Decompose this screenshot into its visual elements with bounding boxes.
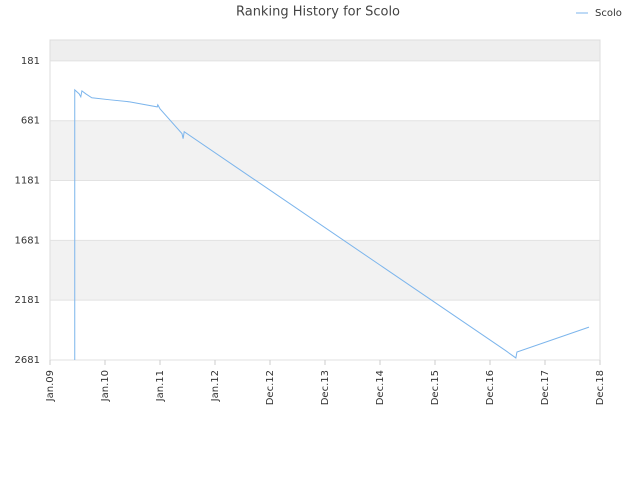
y-tick-label: 2181	[15, 295, 40, 306]
x-tick-label: Jan.12	[210, 370, 221, 402]
y-tick-label: 1181	[15, 176, 40, 187]
x-tick-label: Dec.15	[430, 370, 441, 405]
y-tick-label: 681	[21, 116, 40, 127]
plot-band	[50, 240, 600, 301]
x-tick-label: Jan.11	[155, 370, 166, 402]
legend-label: Scolo	[595, 8, 622, 19]
x-tick-label: Dec.16	[485, 370, 496, 405]
x-tick-label: Dec.18	[595, 370, 606, 405]
plot-band	[50, 180, 600, 241]
x-tick-label: Dec.17	[540, 370, 551, 405]
x-tick-label: Jan.09	[45, 370, 56, 402]
y-tick-label: 1681	[15, 235, 40, 246]
plot-band	[50, 300, 600, 360]
series-line	[74, 88, 590, 360]
plot-band	[50, 120, 600, 181]
x-tick-label: Dec.12	[265, 370, 276, 405]
plot-band	[50, 40, 600, 61]
chart-title: Ranking History for Scolo	[236, 5, 400, 20]
y-tick-label: 2681	[15, 355, 40, 366]
x-tick-label: Jan.10	[100, 370, 111, 402]
plot-band	[50, 60, 600, 121]
x-tick-label: Dec.13	[320, 370, 331, 405]
y-tick-label: 181	[21, 56, 40, 67]
x-tick-label: Dec.14	[375, 370, 386, 405]
